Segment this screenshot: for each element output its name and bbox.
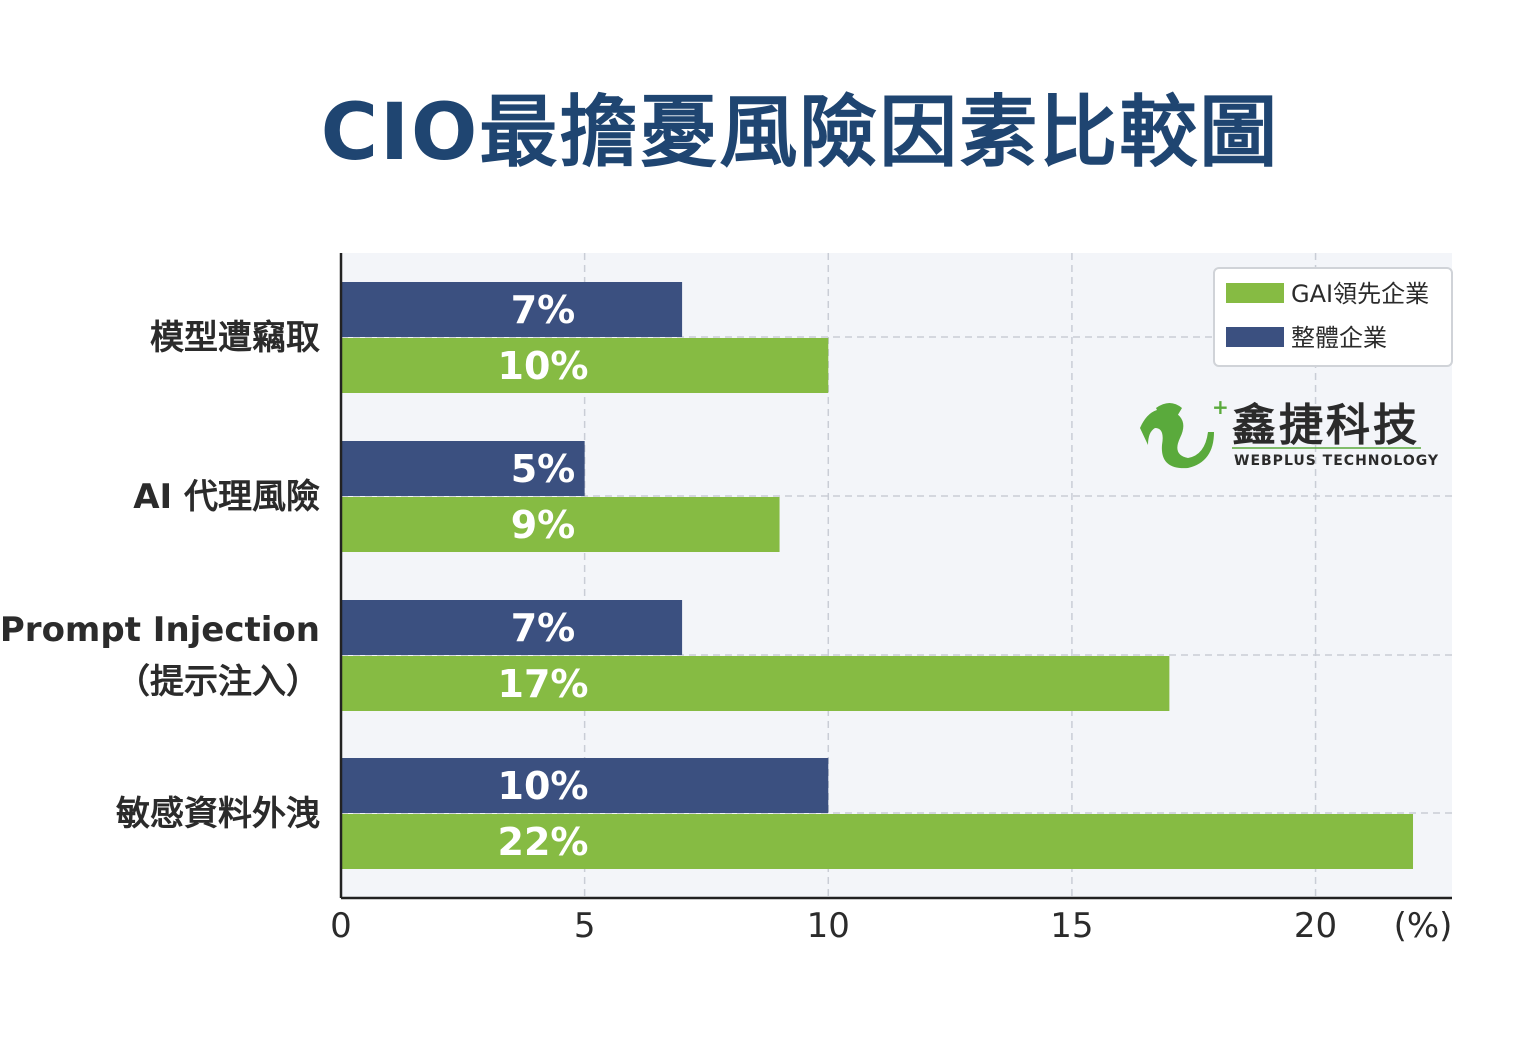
data-label-series-0-cat-2: 7% <box>511 606 576 650</box>
legend-swatch-1 <box>1226 327 1284 347</box>
category-label-1: AI 代理風險 <box>133 477 320 517</box>
data-label-series-1-cat-2: 17% <box>498 662 589 706</box>
logo-plus-icon: + <box>1212 395 1229 419</box>
bar-series-0-cat-0 <box>341 282 683 337</box>
x-tick-label-1: 5 <box>574 906 596 946</box>
bar-series-1-cat-2 <box>341 656 1170 711</box>
category-label-2-line-1: （提示注入） <box>116 662 320 702</box>
legend-swatch-0 <box>1226 283 1284 303</box>
legend-label-1: 整體企業 <box>1291 324 1387 352</box>
bar-series-0-cat-2 <box>341 600 683 655</box>
data-label-series-0-cat-1: 5% <box>511 447 576 491</box>
legend-label-0: GAI領先企業 <box>1291 280 1429 308</box>
data-label-series-0-cat-3: 10% <box>498 764 589 808</box>
category-label-3: 敏感資料外洩 <box>116 794 320 834</box>
x-tick-label-2: 10 <box>807 906 850 946</box>
data-label-series-1-cat-0: 10% <box>498 344 589 388</box>
bar-series-1-cat-0 <box>341 338 829 393</box>
logo-name-en: WEBPLUS TECHNOLOGY <box>1234 453 1439 469</box>
category-label-0: 模型遭竊取 <box>150 318 320 358</box>
logo-name-zh: 鑫捷科技 <box>1232 400 1420 451</box>
x-tick-label-0: 0 <box>330 906 352 946</box>
webplus-logo-icon <box>1140 403 1214 469</box>
bar-series-1-cat-1 <box>341 497 780 552</box>
chart-title: CIO最擔憂風險因素比較圖 <box>320 88 1280 178</box>
bar-series-0-cat-3 <box>341 758 829 813</box>
bar-series-0-cat-1 <box>341 441 585 496</box>
category-label-2-line-0: Prompt Injection <box>0 610 320 650</box>
data-label-series-1-cat-1: 9% <box>511 503 576 547</box>
bar-series-1-cat-3 <box>341 814 1414 869</box>
data-label-series-0-cat-0: 7% <box>511 288 576 332</box>
x-tick-label-4: 20 <box>1294 906 1337 946</box>
x-unit-label: (%) <box>1394 906 1453 946</box>
data-label-series-1-cat-3: 22% <box>498 820 589 864</box>
x-tick-label-3: 15 <box>1050 906 1093 946</box>
